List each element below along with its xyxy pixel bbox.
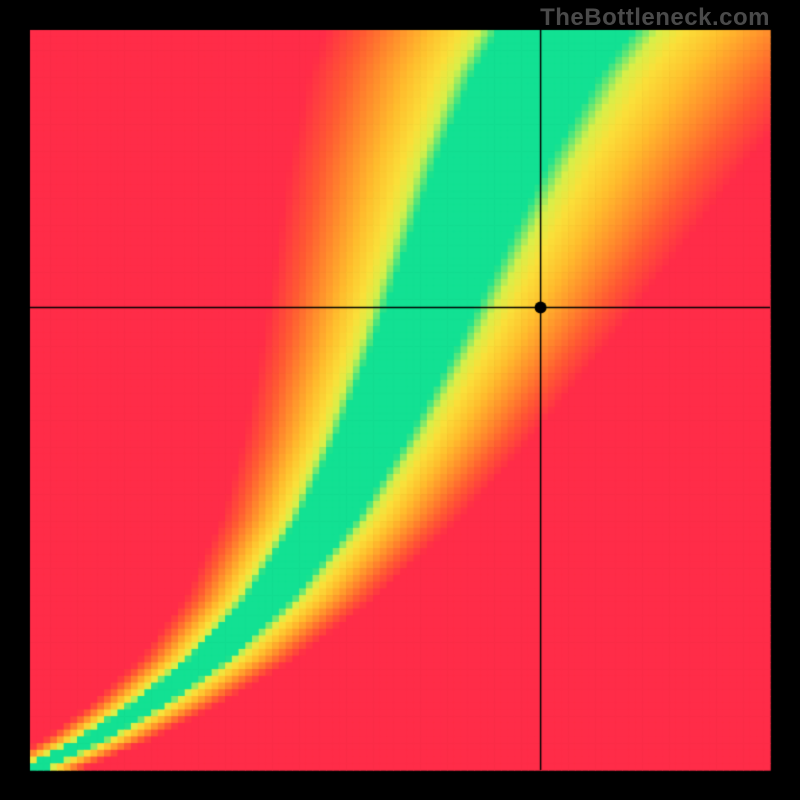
heatmap-canvas xyxy=(0,0,800,800)
watermark-text: TheBottleneck.com xyxy=(540,4,770,32)
chart-container: TheBottleneck.com xyxy=(0,0,800,800)
